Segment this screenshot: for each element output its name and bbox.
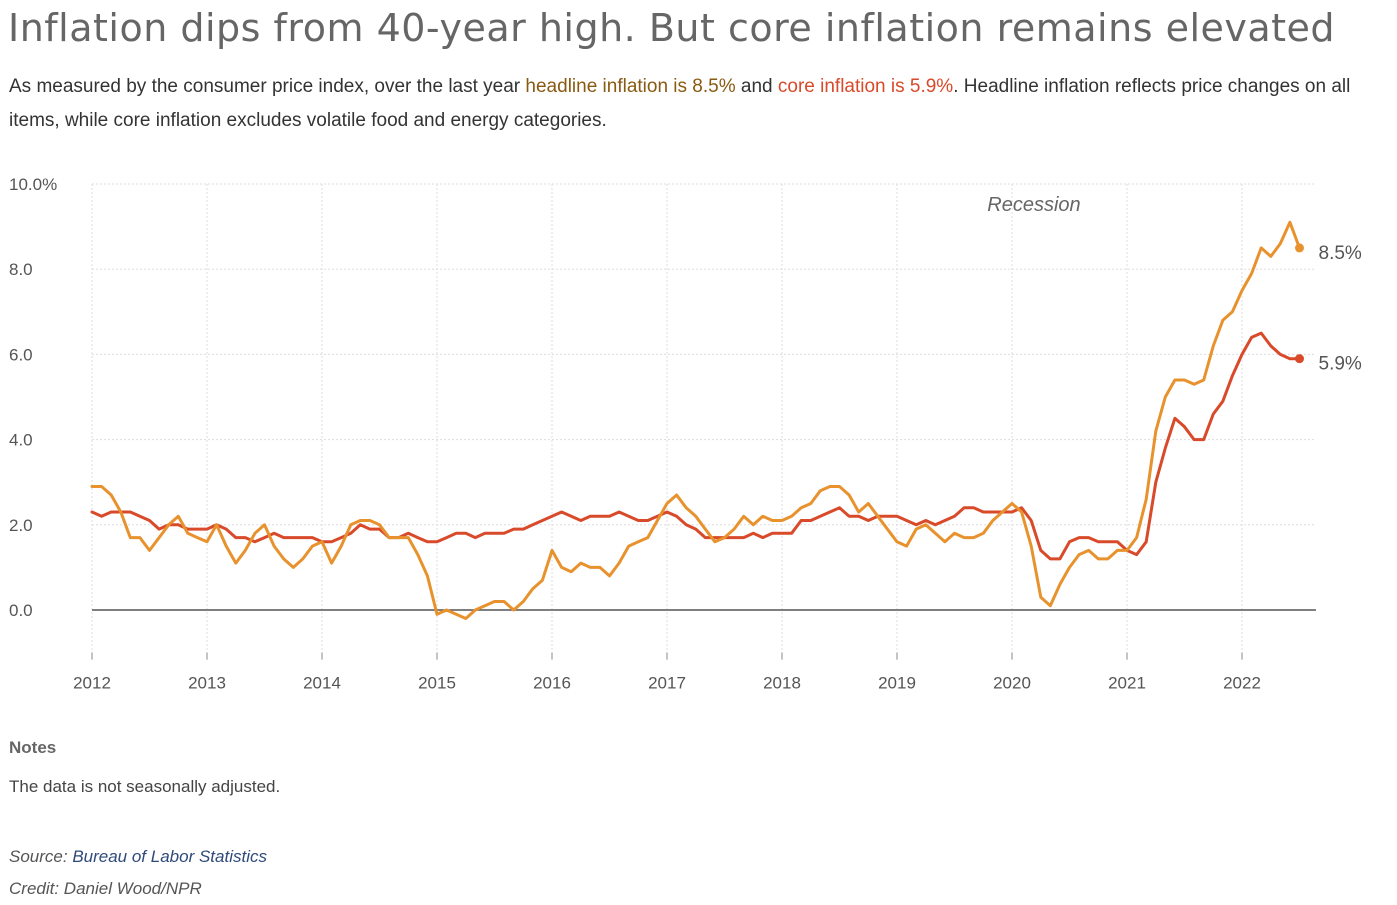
subtitle-text-2: and [735, 76, 778, 97]
y-tick-label: 8.0 [9, 260, 33, 279]
x-tick-label: 2016 [533, 674, 571, 693]
source-line: Source: Bureau of Labor Statistics [9, 847, 267, 867]
y-tick-label: 2.0 [9, 516, 33, 535]
source-link[interactable]: Bureau of Labor Statistics [72, 847, 267, 866]
x-tick-label: 2019 [878, 674, 916, 693]
headline-endpoint-marker [1295, 243, 1304, 253]
recession-annotation: Recession [987, 194, 1080, 216]
subtitle-text-1: As measured by the consumer price index,… [9, 76, 526, 97]
subtitle-core-highlight: core inflation is 5.9% [777, 76, 954, 97]
x-tick-label: 2012 [73, 674, 111, 693]
subtitle-headline-highlight: headline inflation is 8.5% [525, 76, 736, 97]
y-tick-label: 4.0 [9, 431, 33, 450]
x-tick-label: 2015 [418, 674, 456, 693]
inflation-line-chart: 0.0 2.0 4.0 6.0 8.0 10.0% 2012 2013 2014 2015 2016… [9, 175, 1362, 693]
axes: 0.0 2.0 4.0 6.0 8.0 10.0% 2012 2013 2014 2015 2016… [9, 175, 1316, 693]
x-tick-label: 2017 [648, 674, 686, 693]
y-tick-label: 6.0 [9, 345, 33, 364]
headline-inflation-line [90, 220, 1301, 620]
source-label: Source: [9, 847, 73, 866]
subtitle-text-3: . Headline inflation reflects price chan… [9, 76, 1351, 131]
x-tick-label: 2021 [1108, 674, 1146, 693]
grid [91, 183, 1316, 653]
series: 5.9% 8.5% [90, 220, 1362, 620]
core-endpoint-marker [1295, 354, 1304, 364]
x-tick-label: 2018 [763, 674, 801, 693]
credit-line: Credit: Daniel Wood/NPR [9, 879, 202, 898]
x-tick-label: 2020 [993, 674, 1031, 693]
x-tick-label: 2022 [1223, 674, 1261, 693]
headline-end-label: 8.5% [1319, 243, 1362, 264]
y-tick-label: 10.0% [9, 175, 57, 194]
chart-subtitle: As measured by the consumer price index,… [9, 70, 1394, 138]
core-end-label: 5.9% [1319, 354, 1362, 375]
x-tick-label: 2013 [188, 674, 226, 693]
x-tick-label: 2014 [303, 674, 341, 693]
chart-title: Inflation dips from 40-year high. But co… [8, 6, 1336, 50]
y-tick-label: 0.0 [9, 601, 33, 620]
notes-heading: Notes [9, 738, 57, 757]
notes-text: The data is not seasonally adjusted. [9, 777, 281, 796]
core-inflation-line [90, 331, 1301, 561]
